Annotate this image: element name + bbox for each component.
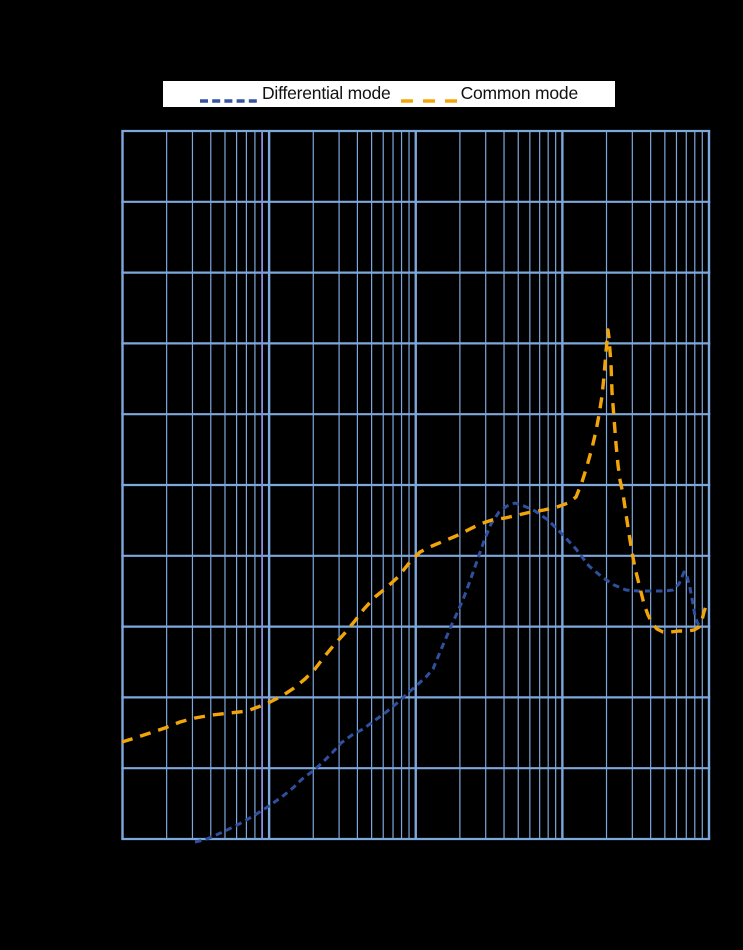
legend: Differential mode Common mode	[163, 81, 615, 107]
legend-item-label: Common mode	[460, 83, 579, 104]
common-mode-dash-sample-icon	[400, 91, 457, 103]
differential-mode-dash-sample-icon	[199, 91, 258, 103]
legend-item-common-mode: Common mode	[400, 83, 579, 104]
legend-item-differential-mode: Differential mode	[199, 83, 391, 104]
legend-item-label: Differential mode	[261, 83, 391, 104]
